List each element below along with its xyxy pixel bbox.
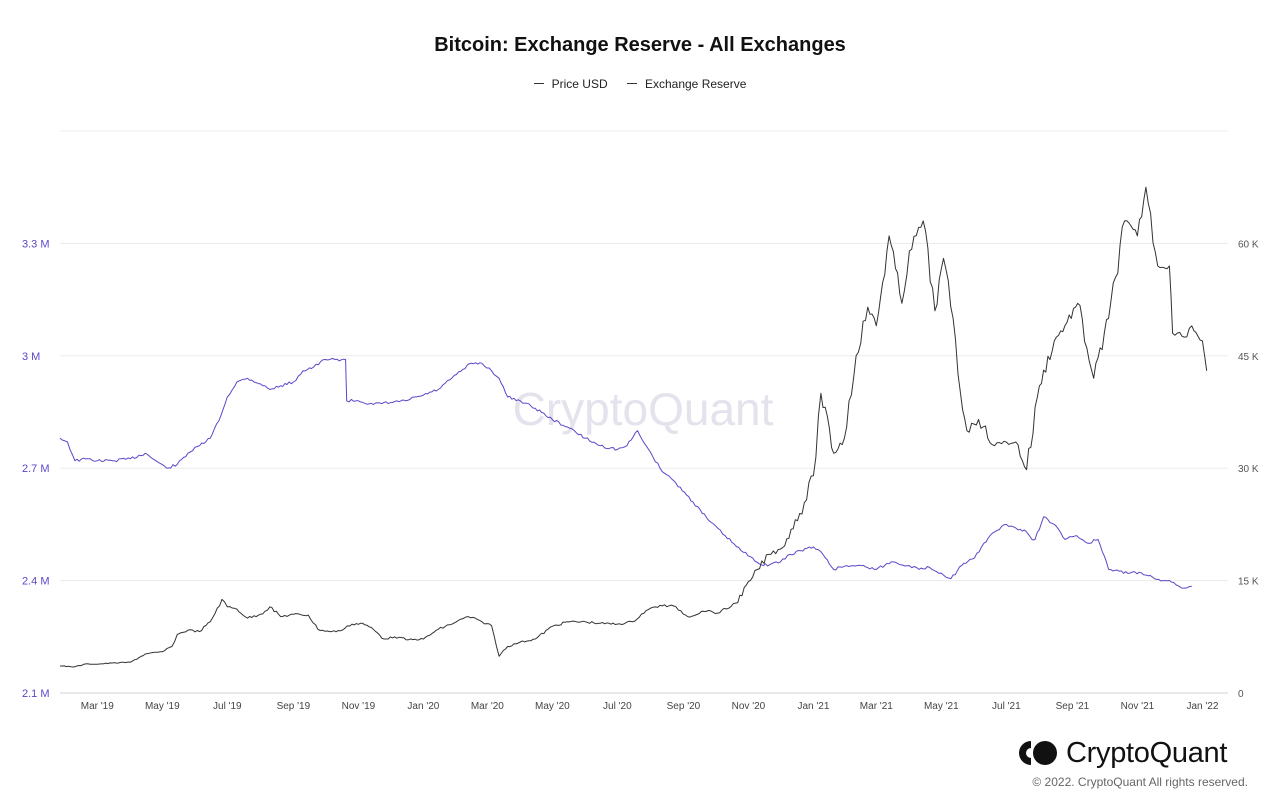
- x-tick-label: Jul '20: [603, 701, 632, 712]
- right-tick-label: 60 K: [1238, 239, 1259, 250]
- left-tick-label: 3 M: [22, 351, 40, 363]
- chart-grid: [60, 130, 1228, 694]
- right-tick-label: 15 K: [1238, 577, 1259, 588]
- left-tick-label: 2.1 M: [22, 688, 50, 700]
- x-tick-label: Jan '21: [797, 701, 829, 712]
- x-tick-label: Nov '20: [732, 701, 766, 712]
- right-tick-label: 30 K: [1238, 464, 1259, 475]
- x-axis: Mar '19 May '19 Jul '19 Sep '19 Nov '19 Jan '…: [81, 701, 1219, 712]
- left-tick-label: 2.7 M: [22, 463, 50, 475]
- copyright-text: © 2022. CryptoQuant All rights reserved.: [1032, 775, 1248, 789]
- left-tick-label: 3.3 M: [22, 238, 50, 250]
- x-tick-label: Mar '19: [81, 701, 114, 712]
- chart-title: Bitcoin: Exchange Reserve - All Exchange…: [434, 34, 846, 56]
- cryptoquant-logo: CryptoQuant: [1018, 736, 1227, 770]
- x-tick-label: May '19: [145, 701, 180, 712]
- x-tick-label: Jul '21: [992, 701, 1021, 712]
- x-tick-label: Sep '21: [1056, 701, 1090, 712]
- right-tick-label: 0: [1238, 689, 1244, 700]
- left-tick-label: 2.4 M: [22, 576, 50, 588]
- left-axis: 2.1 M 2.4 M 2.7 M 3 M 3.3 M: [22, 238, 50, 700]
- chart-legend: Price USD Exchange Reserve: [0, 77, 1280, 91]
- right-tick-label: 45 K: [1238, 352, 1259, 363]
- right-axis: 0 15 K 30 K 45 K 60 K: [1238, 239, 1259, 700]
- legend-label-price: Price USD: [551, 77, 608, 91]
- legend-swatch-reserve: [626, 83, 637, 85]
- x-tick-label: Nov '21: [1121, 701, 1155, 712]
- cryptoquant-logo-icon: [1019, 741, 1057, 765]
- legend-item-price[interactable]: Price USD: [533, 77, 608, 91]
- x-tick-label: May '20: [535, 701, 570, 712]
- series-group: [59, 186, 1208, 668]
- x-tick-label: Sep '19: [277, 701, 311, 712]
- legend-swatch-price: [533, 83, 544, 85]
- x-tick-label: Jul '19: [213, 701, 242, 712]
- x-tick-label: Nov '19: [342, 701, 376, 712]
- legend-label-reserve: Exchange Reserve: [644, 77, 747, 91]
- x-tick-label: Mar '21: [860, 701, 893, 712]
- logo-wordmark: CryptoQuant: [1066, 736, 1228, 769]
- x-tick-label: May '21: [924, 701, 959, 712]
- x-tick-label: Mar '20: [471, 701, 504, 712]
- watermark-text: CryptoQuant: [513, 383, 774, 435]
- x-tick-label: Jan '22: [1186, 701, 1218, 712]
- legend-item-reserve[interactable]: Exchange Reserve: [626, 77, 747, 91]
- series-line-price-usd: [60, 186, 1208, 668]
- series-line-exchange-reserve: [59, 357, 1192, 589]
- x-tick-label: Jan '20: [407, 701, 439, 712]
- x-tick-label: Sep '20: [667, 701, 701, 712]
